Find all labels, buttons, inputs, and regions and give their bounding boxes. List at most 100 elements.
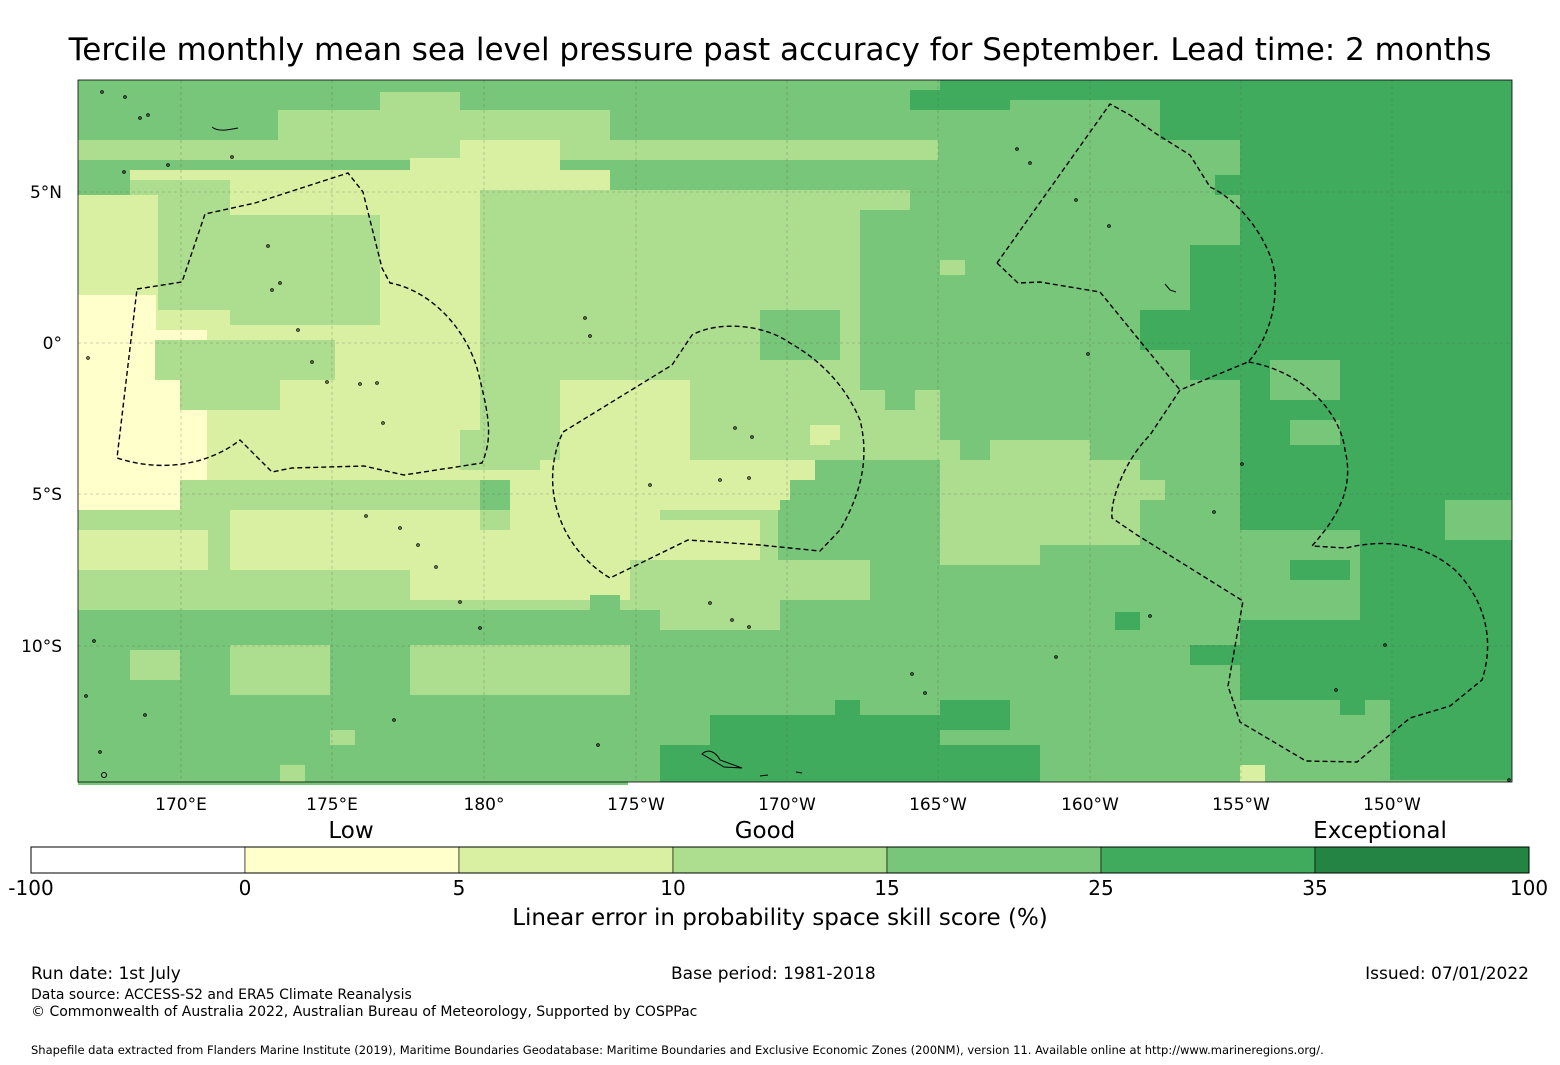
skill-cell — [230, 215, 380, 325]
skill-cell — [785, 460, 815, 480]
colorbar-tick: 10 — [660, 876, 686, 900]
island — [375, 381, 379, 385]
colorbar-tick: 35 — [1302, 876, 1328, 900]
skill-cell — [1270, 360, 1340, 400]
island — [166, 163, 170, 167]
island — [596, 743, 600, 747]
island — [1240, 462, 1244, 466]
map-frame — [77, 79, 1513, 783]
island — [100, 90, 104, 94]
island — [138, 116, 142, 120]
island — [123, 95, 127, 99]
colorbar-segment — [672, 846, 888, 874]
skill-cell — [230, 645, 330, 695]
colorbar-segment — [1314, 846, 1530, 874]
island — [1507, 778, 1511, 782]
islands — [84, 90, 1511, 782]
skill-cell — [940, 545, 1040, 565]
longitude-labels: 170°E 175°E 180° 175°W 170°W 165°W 160°W 155°W 1… — [155, 795, 1421, 815]
island — [92, 639, 96, 643]
skill-cell — [380, 92, 460, 142]
skill-cell — [1090, 480, 1165, 500]
island — [648, 483, 652, 487]
longitude-label: 170°W — [758, 795, 816, 815]
skill-cell — [660, 745, 1040, 782]
skill-cell — [280, 765, 305, 782]
island-samoa — [701, 750, 743, 769]
issued-date: Issued: 07/01/2022 — [1365, 964, 1529, 984]
skill-cells — [78, 80, 1512, 785]
island — [733, 426, 737, 430]
skill-cell — [180, 480, 480, 510]
island — [146, 113, 150, 117]
island — [230, 155, 234, 159]
island — [1164, 283, 1177, 293]
skill-cell — [1340, 380, 1512, 580]
island — [381, 421, 385, 425]
skill-cell — [710, 140, 770, 160]
longitude-label: 180° — [464, 795, 505, 815]
island — [86, 356, 90, 360]
longitude-label: 175°W — [607, 795, 665, 815]
skill-cell — [78, 530, 208, 570]
skill-cell — [1290, 560, 1350, 580]
island — [795, 771, 803, 774]
copyright: © Commonwealth of Australia 2022, Austra… — [31, 1004, 698, 1020]
longitude-label: 155°W — [1212, 795, 1270, 815]
island — [1015, 147, 1019, 151]
skill-cell — [1290, 420, 1340, 445]
island — [398, 526, 402, 530]
skill-cell — [1160, 80, 1512, 140]
skill-cell — [280, 395, 380, 430]
colorbar-category-good: Good — [734, 818, 796, 844]
skill-cell — [1140, 310, 1512, 350]
longitude-label: 170°E — [155, 795, 207, 815]
skill-cell — [610, 80, 940, 140]
longitude-label: 150°W — [1363, 795, 1421, 815]
island — [101, 772, 107, 778]
colorbar-tick: 100 — [1509, 876, 1549, 900]
skill-cell — [940, 460, 1140, 545]
island — [392, 718, 396, 722]
skill-cell — [78, 295, 156, 510]
island — [1107, 224, 1111, 228]
skill-cell — [1040, 440, 1090, 460]
colorbar-label: Linear error in probability space skill … — [512, 905, 1048, 931]
colorbar-segment — [244, 846, 460, 874]
longitude-label: 165°W — [909, 795, 967, 815]
colorbar-tick: 5 — [452, 876, 466, 900]
eez-boundary-kiribati-phoenix — [551, 325, 865, 579]
skill-cell — [1115, 612, 1140, 630]
island — [478, 626, 482, 630]
eez-boundaries — [116, 103, 1489, 763]
colorbar-tick: 15 — [874, 876, 900, 900]
island — [747, 476, 751, 480]
island — [910, 672, 914, 676]
base-period: Base period: 1981-2018 — [671, 964, 876, 984]
skill-cell — [410, 645, 630, 695]
island — [310, 360, 314, 364]
data-source: Data source: ACCESS-S2 and ERA5 Climate … — [31, 987, 412, 1003]
longitude-label: 175°E — [306, 795, 358, 815]
colorbar-segment — [886, 846, 1102, 874]
island — [1074, 198, 1078, 202]
island — [270, 288, 274, 292]
skill-cell — [940, 260, 965, 275]
latitude-label: 5°S — [32, 485, 62, 505]
island — [747, 625, 751, 629]
skill-score-map: 170°E 175°E 180° 175°W 170°W 165°W 160°W 155°W 1… — [21, 79, 1513, 815]
island — [730, 618, 734, 622]
skill-cell — [630, 560, 870, 600]
skill-cell — [78, 80, 278, 140]
skill-cell — [1420, 560, 1445, 580]
latitude-labels: 5°N 0° 5°S 10°S — [21, 183, 62, 657]
island — [122, 170, 126, 174]
island — [434, 565, 438, 569]
island — [278, 281, 282, 285]
island — [1054, 655, 1058, 659]
skill-cell — [1340, 695, 1365, 715]
graticule — [78, 80, 1512, 782]
island — [750, 435, 754, 439]
skill-cell — [885, 365, 915, 410]
island — [1086, 352, 1090, 356]
